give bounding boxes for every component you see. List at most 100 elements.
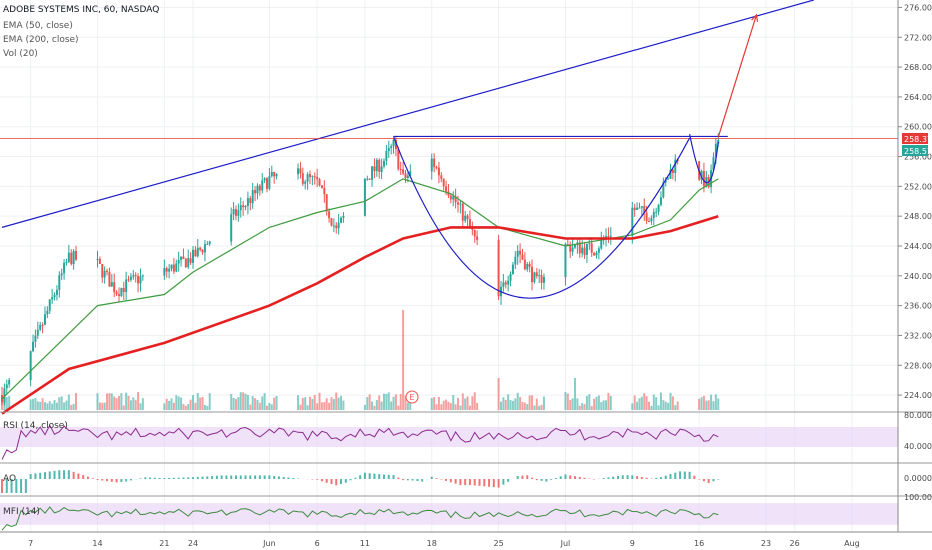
- volume-bar: [139, 403, 142, 410]
- volume-bar: [461, 393, 464, 410]
- candle-body: [578, 242, 581, 254]
- ao-bar: [282, 476, 285, 479]
- volume-bar: [640, 396, 643, 410]
- rsi-low-tick: 40.0000: [904, 442, 932, 451]
- volume-bar: [117, 396, 120, 410]
- ao-bar: [421, 479, 424, 482]
- ao-bar: [492, 479, 495, 488]
- ao-bar: [5, 479, 8, 493]
- ao-bar: [258, 475, 261, 479]
- candle-body: [648, 220, 651, 222]
- ao-bar: [110, 479, 113, 482]
- volume-bar: [60, 396, 63, 410]
- volume-bar: [540, 404, 543, 410]
- volume-bar: [499, 401, 502, 410]
- volume-bar: [531, 395, 534, 410]
- ao-bar: [335, 479, 338, 486]
- volume-bar: [659, 392, 662, 410]
- candle-body: [445, 186, 448, 192]
- ao-bar: [478, 479, 481, 486]
- volume-bar: [320, 402, 323, 410]
- last-price-tag: 258.37: [902, 133, 932, 144]
- candle-body: [363, 178, 366, 216]
- mfi-band: [0, 503, 898, 525]
- volume-bar: [63, 402, 66, 410]
- candle-body: [566, 244, 569, 246]
- candle-body: [574, 244, 576, 248]
- volume-bar: [1, 403, 3, 410]
- volume-bar: [108, 393, 111, 410]
- candle-body: [449, 195, 452, 200]
- ao-bar: [502, 479, 505, 485]
- volume-bar: [163, 403, 166, 410]
- ao-bar: [550, 479, 553, 480]
- ao-bar: [521, 475, 524, 479]
- ao-bar: [96, 479, 99, 480]
- volume-bar: [471, 396, 474, 410]
- candle-body: [251, 190, 254, 204]
- candle-body: [504, 282, 507, 285]
- volume-bar: [304, 397, 307, 410]
- ao-bar: [707, 479, 710, 484]
- volume-bar: [430, 398, 433, 410]
- volume-bar: [507, 394, 510, 410]
- ao-bar: [106, 479, 109, 482]
- ao-bar: [535, 479, 538, 481]
- ao-bar: [24, 479, 27, 493]
- y-tick-label: 268.00: [904, 63, 932, 72]
- candle-body: [168, 268, 171, 272]
- ao-bar: [702, 479, 705, 482]
- candle-body: [139, 276, 142, 284]
- volume-bar: [98, 402, 101, 410]
- volume-bar: [134, 400, 137, 410]
- candle-body: [383, 160, 385, 167]
- y-tick-label: 236.00: [904, 302, 932, 311]
- volume-bar: [514, 398, 517, 410]
- ao-bar: [15, 479, 18, 493]
- candle-body: [390, 146, 393, 149]
- volume-bar: [258, 402, 261, 410]
- volume-bar: [244, 393, 247, 410]
- candle-body: [170, 264, 173, 269]
- volume-bar: [528, 395, 531, 410]
- volume-bar: [313, 394, 316, 410]
- ao-bar: [459, 479, 462, 486]
- ao-bar: [244, 475, 247, 479]
- candle-body: [134, 275, 137, 277]
- ao-bar: [717, 479, 720, 480]
- ao-bar: [435, 478, 438, 479]
- volume-bar: [65, 400, 68, 410]
- candle-body: [308, 174, 311, 177]
- volume-bar: [457, 397, 460, 410]
- candle-body: [581, 247, 584, 254]
- earnings-marker-label: E: [409, 393, 414, 402]
- candle-body: [385, 151, 388, 161]
- ao-bar: [516, 476, 519, 479]
- candle-body: [702, 170, 705, 187]
- volume-bar: [397, 405, 400, 410]
- ao-bar: [86, 476, 89, 479]
- earnings-marker[interactable]: E: [405, 390, 419, 404]
- volume-bar: [569, 400, 572, 410]
- candle-body: [540, 275, 543, 283]
- volume-bar: [454, 404, 457, 410]
- mfi-high-tick: 100.0000: [904, 493, 932, 502]
- candle-body: [201, 249, 204, 253]
- candle-body: [177, 259, 180, 264]
- volume-bar: [380, 401, 383, 410]
- volume-bar: [702, 395, 705, 410]
- y-tick-label: 252.00: [904, 182, 932, 191]
- volume-bar: [5, 397, 8, 410]
- candle-body: [667, 178, 670, 180]
- candle-body: [67, 252, 70, 262]
- volume-bar: [464, 398, 467, 410]
- candle-body: [507, 280, 510, 285]
- volume-bar: [633, 395, 636, 410]
- candle-body: [712, 157, 715, 171]
- volume-bar: [447, 401, 450, 410]
- volume-bar: [237, 397, 240, 410]
- volume-bar: [404, 395, 407, 410]
- candle-body: [397, 149, 400, 169]
- ao-bar: [669, 474, 672, 479]
